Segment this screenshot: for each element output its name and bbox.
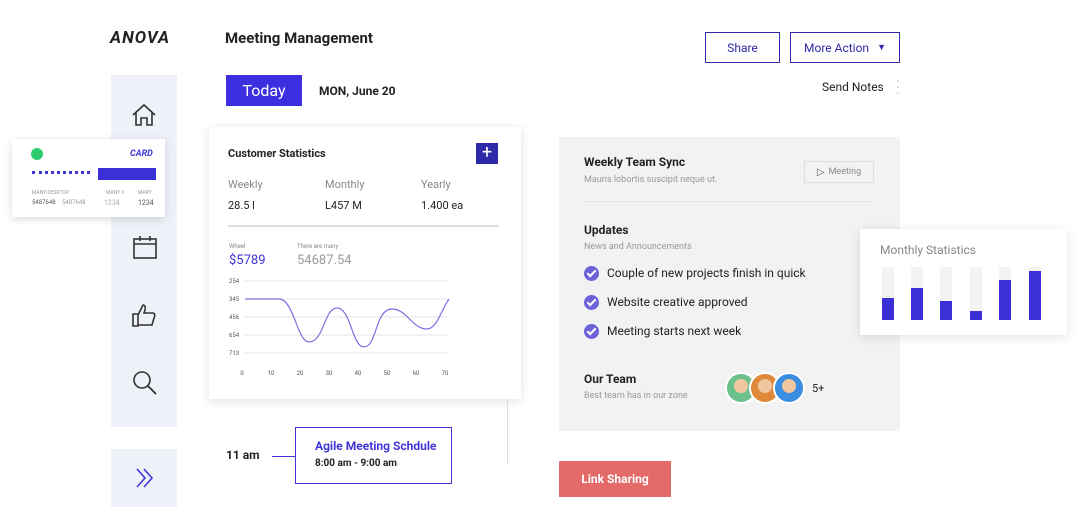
card-value: 1234 — [138, 199, 154, 207]
update-text: Meeting starts next week — [607, 324, 742, 338]
chart-value: 54687.54 — [297, 253, 352, 268]
y-tick-label: 713 — [229, 350, 239, 357]
page-title: Meeting Management — [225, 29, 373, 47]
update-item: Couple of new projects finish in quick — [584, 266, 806, 282]
video-icon: ▷ — [816, 166, 825, 178]
search-icon[interactable] — [132, 370, 158, 396]
check-icon — [584, 324, 599, 340]
more-action-label: More Action — [804, 40, 870, 55]
sync-subtitle: Mauris lobortis suscipit neque ut. — [584, 175, 718, 185]
x-tick-label: 10 — [268, 370, 275, 377]
x-tick-label: 70 — [442, 370, 449, 377]
card-head: MANY DESKTOP — [32, 190, 70, 196]
card-value: 5487648 — [62, 199, 86, 206]
monthly-title: Monthly Statistics — [880, 243, 976, 257]
schedule-time: 11 am — [226, 448, 260, 462]
share-button[interactable]: Share — [705, 32, 780, 63]
x-tick-label: 40 — [355, 370, 362, 377]
y-tick-label: 254 — [229, 278, 240, 285]
updates-title: Updates — [584, 223, 629, 237]
chart-label: Wheel — [229, 243, 246, 250]
card-dots — [32, 171, 90, 174]
card-head: MANY 0 — [106, 190, 125, 196]
divider — [584, 201, 873, 202]
update-text: Couple of new projects finish in quick — [607, 266, 806, 280]
team-sync-panel: Weekly Team Sync Mauris lobortis suscipi… — [559, 137, 900, 431]
x-tick-label: 60 — [413, 370, 420, 377]
card-value: 1234 — [104, 199, 120, 207]
link-sharing-button[interactable]: Link Sharing — [559, 461, 671, 497]
card-label: CARD — [130, 149, 153, 159]
home-icon[interactable] — [131, 103, 157, 127]
sync-title: Weekly Team Sync — [584, 155, 686, 169]
date: MON, June 20 — [319, 84, 396, 98]
calendar-icon[interactable] — [132, 235, 158, 259]
check-icon — [584, 295, 599, 311]
monthly-statistics-card: Monthly Statistics — [860, 229, 1067, 335]
customer-statistics-card: Customer Statistics + Weekly 28.5 l Mont… — [209, 127, 521, 399]
today-button[interactable]: Today — [226, 75, 302, 106]
schedule-range: 8:00 am - 9:00 am — [315, 458, 397, 469]
y-tick-label: 654 — [229, 332, 240, 339]
schedule-title: Agile Meeting Schdule — [315, 439, 437, 453]
more-action-button[interactable]: More Action ▼ — [790, 32, 900, 63]
expand-box[interactable] — [111, 449, 177, 507]
card-widget: CARD MANY DESKTOP 5487648 5487648 MANY 0… — [12, 139, 165, 217]
brand: ANOVA — [110, 28, 171, 48]
dropdown-caret: ▼ — [877, 43, 886, 53]
update-item: Meeting starts next week — [584, 324, 742, 340]
connector — [272, 456, 295, 457]
x-tick-label: 30 — [326, 370, 333, 377]
chevrons — [136, 468, 154, 488]
card-head: MARY — [138, 190, 152, 196]
x-tick-label: 0 — [240, 370, 244, 377]
bar-graphic — [882, 267, 1041, 320]
y-tick-label: 345 — [229, 296, 240, 303]
stat-label: Weekly — [228, 178, 263, 191]
tag-label: Meeting — [828, 167, 862, 177]
check-icon — [584, 266, 599, 282]
add-button[interactable]: + — [476, 143, 498, 164]
like-icon[interactable] — [131, 302, 159, 328]
update-item: Website creative approved — [584, 295, 748, 311]
card-bar — [98, 168, 156, 180]
team-more[interactable]: 5+ — [812, 382, 825, 395]
line-chart: 254 345 456 654 713 0 10 20 30 40 50 60 70 — [229, 278, 450, 377]
timeline — [507, 400, 508, 464]
meeting-tag[interactable]: ▷ Meeting — [804, 161, 874, 183]
team-subtitle: Best team has in our zone — [584, 391, 688, 401]
divider — [228, 225, 499, 227]
schedule-card[interactable]: Agile Meeting Schdule 8:00 am - 9:00 am — [295, 427, 452, 484]
line — [245, 298, 450, 348]
updates-subtitle: News and Announcements — [584, 242, 692, 252]
stat-label: Monthly — [325, 178, 365, 191]
card-value: 5487648 — [32, 199, 56, 206]
sidebar — [111, 75, 177, 427]
stat-value: 28.5 l — [228, 199, 255, 212]
chart-label: There are many — [297, 243, 339, 250]
x-tick-label: 50 — [384, 370, 391, 377]
y-tick-label: 456 — [229, 314, 240, 321]
chart-value: $5789 — [229, 253, 266, 268]
stat-value: 1.400 ea — [421, 199, 464, 212]
update-text: Website creative approved — [607, 295, 748, 309]
check-icon — [31, 148, 43, 160]
avatars — [725, 372, 805, 404]
stat-label: Yearly — [421, 178, 451, 191]
card-title: Customer Statistics — [228, 147, 326, 160]
x-tick-label: 20 — [297, 370, 304, 377]
team-title: Our Team — [584, 372, 637, 386]
send-notes[interactable]: Send Notes — [822, 80, 884, 94]
stat-value: L457 M — [325, 199, 362, 212]
menu-dots[interactable]: · · · — [896, 74, 900, 102]
